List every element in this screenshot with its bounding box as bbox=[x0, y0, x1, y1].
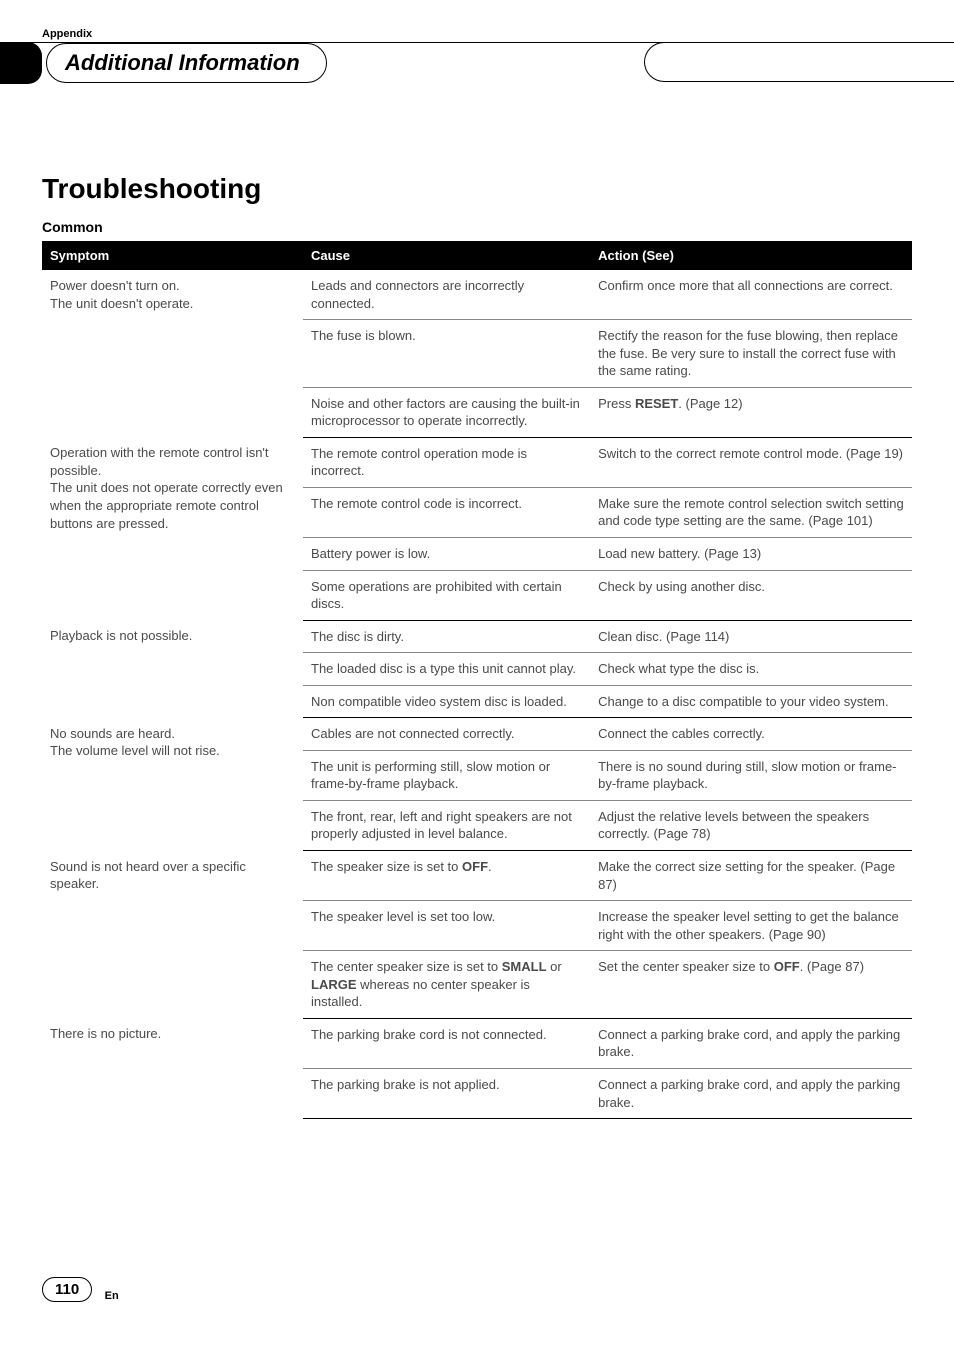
footer: 110 En bbox=[42, 1277, 119, 1302]
appendix-label: Appendix bbox=[0, 28, 774, 43]
table-row: Operation with the remote control isn't … bbox=[42, 437, 912, 487]
action-cell: Make sure the remote control selection s… bbox=[590, 487, 912, 537]
section-title: Additional Information bbox=[46, 43, 327, 83]
cause-cell: The fuse is blown. bbox=[303, 320, 590, 388]
action-cell: Connect a parking brake cord, and apply … bbox=[590, 1018, 912, 1068]
table-header-row: Symptom Cause Action (See) bbox=[42, 241, 912, 270]
language-label: En bbox=[105, 1290, 119, 1302]
side-tab bbox=[0, 42, 42, 84]
action-cell: Check by using another disc. bbox=[590, 570, 912, 620]
cause-cell: The unit is performing still, slow motio… bbox=[303, 750, 590, 800]
col-action: Action (See) bbox=[590, 241, 912, 270]
table-row: Sound is not heard over a specific speak… bbox=[42, 851, 912, 901]
cause-cell: The speaker level is set too low. bbox=[303, 901, 590, 951]
table-row: Playback is not possible.The disc is dir… bbox=[42, 620, 912, 653]
cause-cell: The center speaker size is set to SMALL … bbox=[303, 951, 590, 1019]
cause-cell: Leads and connectors are incorrectly con… bbox=[303, 270, 590, 320]
action-cell: Connect the cables correctly. bbox=[590, 718, 912, 751]
sub-heading: Common bbox=[42, 219, 912, 235]
cause-cell: The loaded disc is a type this unit cann… bbox=[303, 653, 590, 686]
action-cell: Check what type the disc is. bbox=[590, 653, 912, 686]
cause-cell: The remote control operation mode is inc… bbox=[303, 437, 590, 487]
action-cell: Switch to the correct remote control mod… bbox=[590, 437, 912, 487]
cause-cell: The remote control code is incorrect. bbox=[303, 487, 590, 537]
page-number: 110 bbox=[42, 1277, 92, 1302]
col-cause: Cause bbox=[303, 241, 590, 270]
action-cell: Rectify the reason for the fuse blowing,… bbox=[590, 320, 912, 388]
cause-cell: The disc is dirty. bbox=[303, 620, 590, 653]
action-cell: Make the correct size setting for the sp… bbox=[590, 851, 912, 901]
action-cell: There is no sound during still, slow mot… bbox=[590, 750, 912, 800]
action-cell: Clean disc. (Page 114) bbox=[590, 620, 912, 653]
cause-cell: Some operations are prohibited with cert… bbox=[303, 570, 590, 620]
page-heading: Troubleshooting bbox=[42, 173, 912, 205]
symptom-cell: Operation with the remote control isn't … bbox=[42, 437, 303, 620]
action-cell: Change to a disc compatible to your vide… bbox=[590, 685, 912, 718]
symptom-cell: There is no picture. bbox=[42, 1018, 303, 1118]
troubleshooting-table: Symptom Cause Action (See) Power doesn't… bbox=[42, 241, 912, 1119]
table-row: Power doesn't turn on. The unit doesn't … bbox=[42, 270, 912, 320]
cause-cell: Battery power is low. bbox=[303, 538, 590, 571]
cause-cell: The front, rear, left and right speakers… bbox=[303, 800, 590, 850]
cause-cell: The speaker size is set to OFF. bbox=[303, 851, 590, 901]
cause-cell: Cables are not connected correctly. bbox=[303, 718, 590, 751]
action-cell: Press RESET. (Page 12) bbox=[590, 387, 912, 437]
symptom-cell: Sound is not heard over a specific speak… bbox=[42, 851, 303, 1019]
col-symptom: Symptom bbox=[42, 241, 303, 270]
action-cell: Increase the speaker level setting to ge… bbox=[590, 901, 912, 951]
header: Appendix Additional Information bbox=[0, 0, 954, 83]
cause-cell: Non compatible video system disc is load… bbox=[303, 685, 590, 718]
header-bubble-right bbox=[644, 42, 954, 82]
table-row: There is no picture.The parking brake co… bbox=[42, 1018, 912, 1068]
cause-cell: The parking brake cord is not connected. bbox=[303, 1018, 590, 1068]
action-cell: Confirm once more that all connections a… bbox=[590, 270, 912, 320]
cause-cell: The parking brake is not applied. bbox=[303, 1068, 590, 1118]
action-cell: Load new battery. (Page 13) bbox=[590, 538, 912, 571]
table-row: No sounds are heard. The volume level wi… bbox=[42, 718, 912, 751]
action-cell: Adjust the relative levels between the s… bbox=[590, 800, 912, 850]
cause-cell: Noise and other factors are causing the … bbox=[303, 387, 590, 437]
action-cell: Connect a parking brake cord, and apply … bbox=[590, 1068, 912, 1118]
symptom-cell: No sounds are heard. The volume level wi… bbox=[42, 718, 303, 851]
symptom-cell: Playback is not possible. bbox=[42, 620, 303, 718]
symptom-cell: Power doesn't turn on. The unit doesn't … bbox=[42, 270, 303, 437]
action-cell: Set the center speaker size to OFF. (Pag… bbox=[590, 951, 912, 1019]
content: Troubleshooting Common Symptom Cause Act… bbox=[0, 173, 954, 1119]
